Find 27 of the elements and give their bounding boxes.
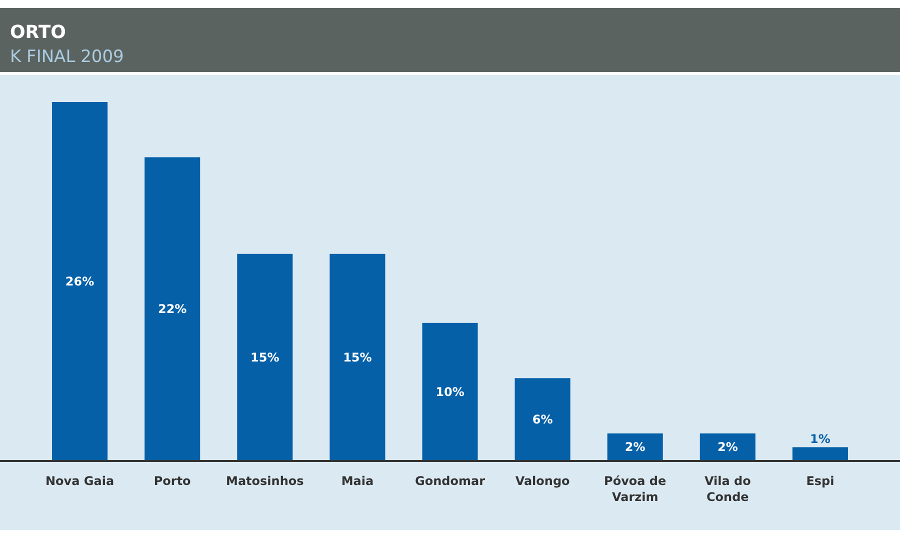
data-label: 26%	[65, 274, 94, 288]
data-label: 10%	[436, 384, 464, 399]
bar	[514, 378, 570, 461]
bar	[422, 322, 478, 461]
x-tick-label: Vila do Conde	[704, 474, 751, 504]
chart-title: ORTO	[10, 22, 66, 43]
x-tick-label: Espi	[806, 474, 834, 488]
bar	[237, 254, 293, 461]
bar	[330, 254, 386, 461]
data-label: 2%	[624, 440, 646, 454]
data-label: 6%	[532, 412, 553, 427]
bar	[792, 447, 848, 461]
data-label: 1%	[810, 432, 830, 446]
x-tick-label: Gondomar	[415, 474, 486, 488]
bar	[144, 157, 200, 461]
x-tick-label: Nova Gaia	[46, 474, 114, 488]
data-label: 15%	[343, 350, 372, 364]
x-tick-label: Maia	[341, 474, 374, 488]
x-tick-label: Valongo	[515, 474, 570, 488]
data-label: 22%	[158, 302, 187, 316]
x-tick-label: Matosinhos	[226, 474, 304, 488]
x-tick-label: Porto	[154, 474, 191, 488]
x-tick-label: Póvoa de Varzim	[604, 474, 666, 504]
data-label: 2%	[717, 440, 738, 454]
chart-subtitle: K FINAL 2009	[10, 47, 124, 67]
data-label: 15%	[250, 350, 280, 364]
bar	[52, 102, 108, 461]
